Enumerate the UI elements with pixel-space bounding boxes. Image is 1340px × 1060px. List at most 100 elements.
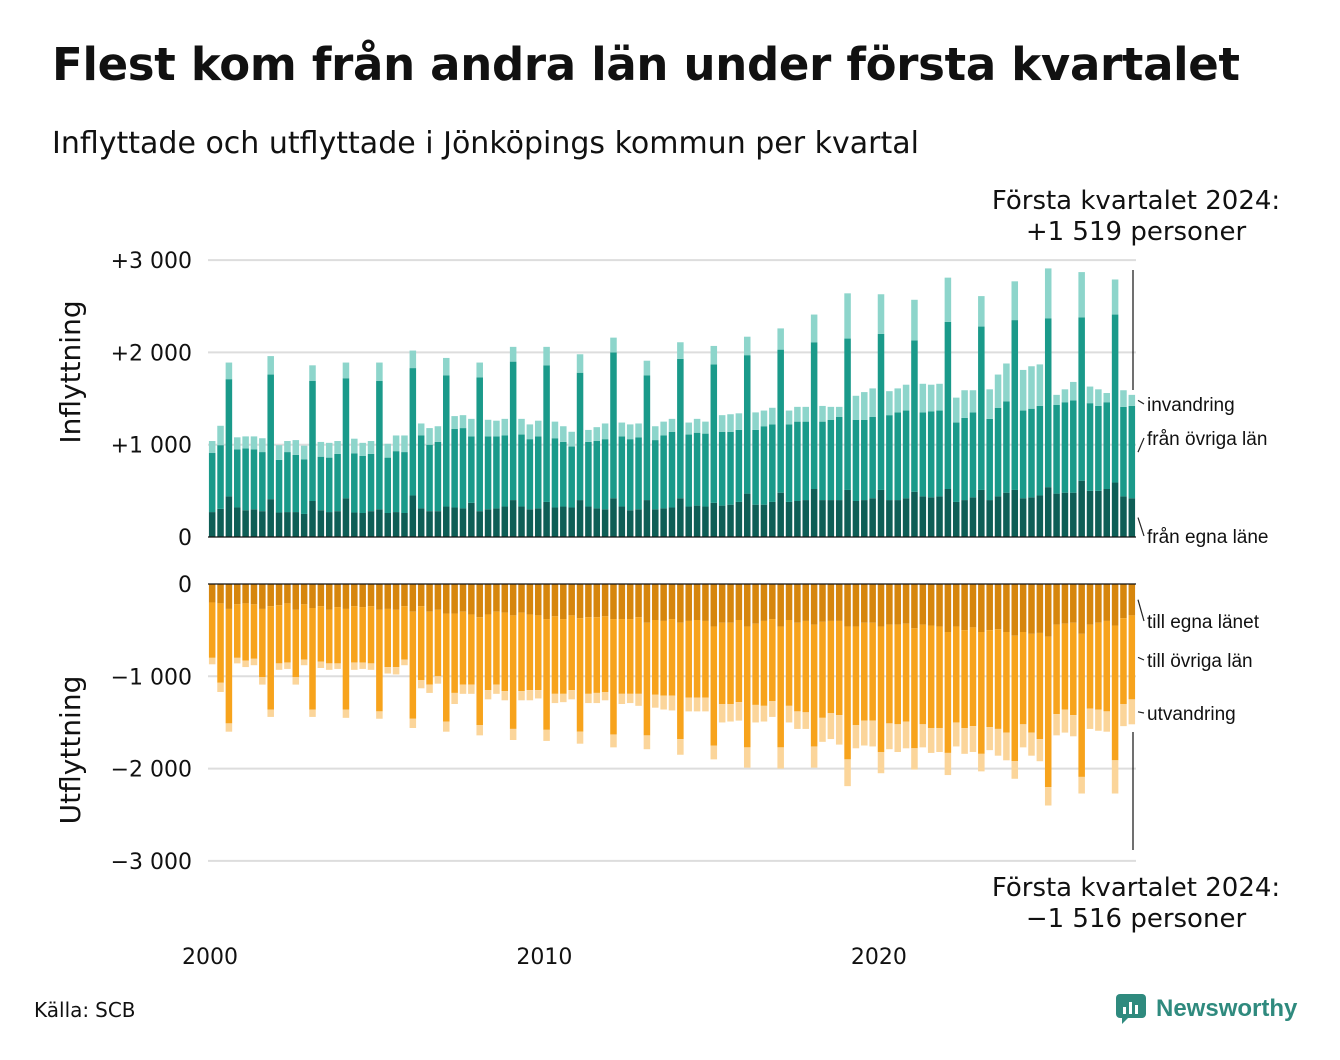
out-bar-1	[735, 584, 743, 620]
in-bar-3	[1028, 366, 1035, 409]
in-bar-2	[869, 417, 876, 499]
out-bar-2	[434, 609, 442, 677]
out-bar-3	[1053, 714, 1060, 736]
in-bar-1	[777, 492, 784, 537]
in-bar-3	[911, 299, 918, 341]
out-bar-3	[351, 662, 358, 670]
in-bar-1	[225, 496, 233, 537]
in-bar-1	[986, 500, 993, 537]
out-bar-3	[961, 727, 968, 754]
in-bar-1	[894, 500, 901, 537]
in-bar-3	[752, 412, 759, 430]
out-bar-2	[877, 626, 885, 752]
out-bar-1	[936, 584, 943, 627]
out-bar-2	[1120, 618, 1127, 704]
in-bar-3	[861, 392, 868, 420]
in-bar-2	[927, 411, 935, 498]
in-bar-3	[1044, 268, 1052, 319]
out-bar-1	[534, 584, 542, 616]
out-bar-1	[459, 584, 467, 612]
out-bar-3	[568, 690, 575, 700]
out-bar-1	[468, 584, 475, 615]
out-bar-3	[259, 677, 266, 685]
out-bar-3	[886, 723, 893, 750]
out-bar-3	[468, 684, 475, 694]
out-bar-3	[392, 667, 400, 675]
out-bar-3	[376, 711, 383, 719]
in-bar-3	[886, 391, 893, 416]
in-bar-2	[911, 340, 918, 492]
in-bar-2	[259, 452, 266, 512]
out-bar-1	[484, 584, 492, 615]
out-bar-3	[710, 745, 718, 760]
in-bar-3	[484, 419, 492, 437]
out-bar-1	[927, 584, 935, 626]
in-bar-1	[417, 508, 425, 537]
out-bar-3	[827, 713, 835, 740]
in-bar-1	[668, 507, 676, 537]
out-bar-1	[668, 584, 676, 620]
out-bar-3	[635, 693, 642, 706]
out-bar-2	[1019, 632, 1027, 725]
out-bar-1	[392, 584, 400, 610]
out-bar-1	[1103, 584, 1110, 621]
out-bar-2	[234, 604, 241, 658]
in-bar-2	[568, 446, 575, 508]
out-bar-3	[1120, 703, 1127, 727]
in-bar-2	[1078, 317, 1085, 481]
out-bar-1	[777, 584, 784, 627]
out-bar-1	[309, 584, 316, 608]
in-bar-3	[794, 406, 801, 422]
in-bar-3	[376, 362, 383, 382]
in-bar-1	[1036, 495, 1044, 537]
in-bar-1	[568, 507, 575, 537]
in-bar-2	[693, 432, 701, 506]
out-bar-2	[927, 625, 935, 728]
out-bar-3	[484, 690, 492, 700]
in-bar-2	[526, 439, 534, 510]
in-bar-1	[317, 510, 325, 537]
in-bar-3	[685, 422, 692, 435]
in-bar-1	[735, 501, 743, 537]
in-y-tick-label: +1 000	[111, 434, 192, 459]
out-bar-1	[794, 584, 801, 623]
out-bar-3	[409, 718, 417, 728]
out-bar-2	[1078, 633, 1085, 777]
in-bar-3	[501, 418, 509, 436]
in-bar-3	[242, 436, 249, 449]
out-bar-3	[317, 661, 325, 668]
out-bar-1	[727, 584, 734, 623]
in-bar-1	[242, 510, 249, 537]
out-bar-1	[234, 584, 241, 605]
out-bar-1	[677, 584, 684, 623]
in-bar-2	[267, 374, 274, 500]
in-bar-1	[585, 506, 592, 537]
in-bar-1	[952, 501, 960, 537]
out-bar-2	[309, 608, 316, 710]
out-bar-1	[1028, 584, 1035, 634]
in-bar-1	[969, 497, 977, 537]
in-bar-3	[643, 360, 651, 376]
out-bar-3	[434, 676, 442, 684]
out-bar-3	[1111, 760, 1119, 794]
in-bar-2	[1003, 401, 1010, 493]
in-bar-3	[225, 362, 233, 380]
in-bar-1	[702, 506, 709, 537]
in-bar-1	[727, 504, 734, 537]
in-bar-1	[861, 500, 868, 537]
out-bar-2	[501, 612, 509, 692]
in-bar-2	[417, 435, 425, 509]
in-bar-3	[785, 410, 793, 425]
out-bar-3	[1019, 724, 1027, 748]
out-bar-1	[626, 584, 634, 620]
out-bar-3	[927, 727, 935, 753]
in-bar-3	[727, 414, 734, 432]
out-bar-3	[718, 703, 726, 723]
out-bar-2	[652, 620, 659, 695]
out-bar-1	[618, 584, 626, 620]
callout-inflow: Första kvartalet 2024: +1 519 personer	[946, 186, 1326, 248]
out-bar-1	[911, 584, 918, 629]
out-bar-2	[1070, 622, 1077, 716]
out-bar-1	[1019, 584, 1027, 632]
in-bar-1	[1044, 487, 1052, 537]
